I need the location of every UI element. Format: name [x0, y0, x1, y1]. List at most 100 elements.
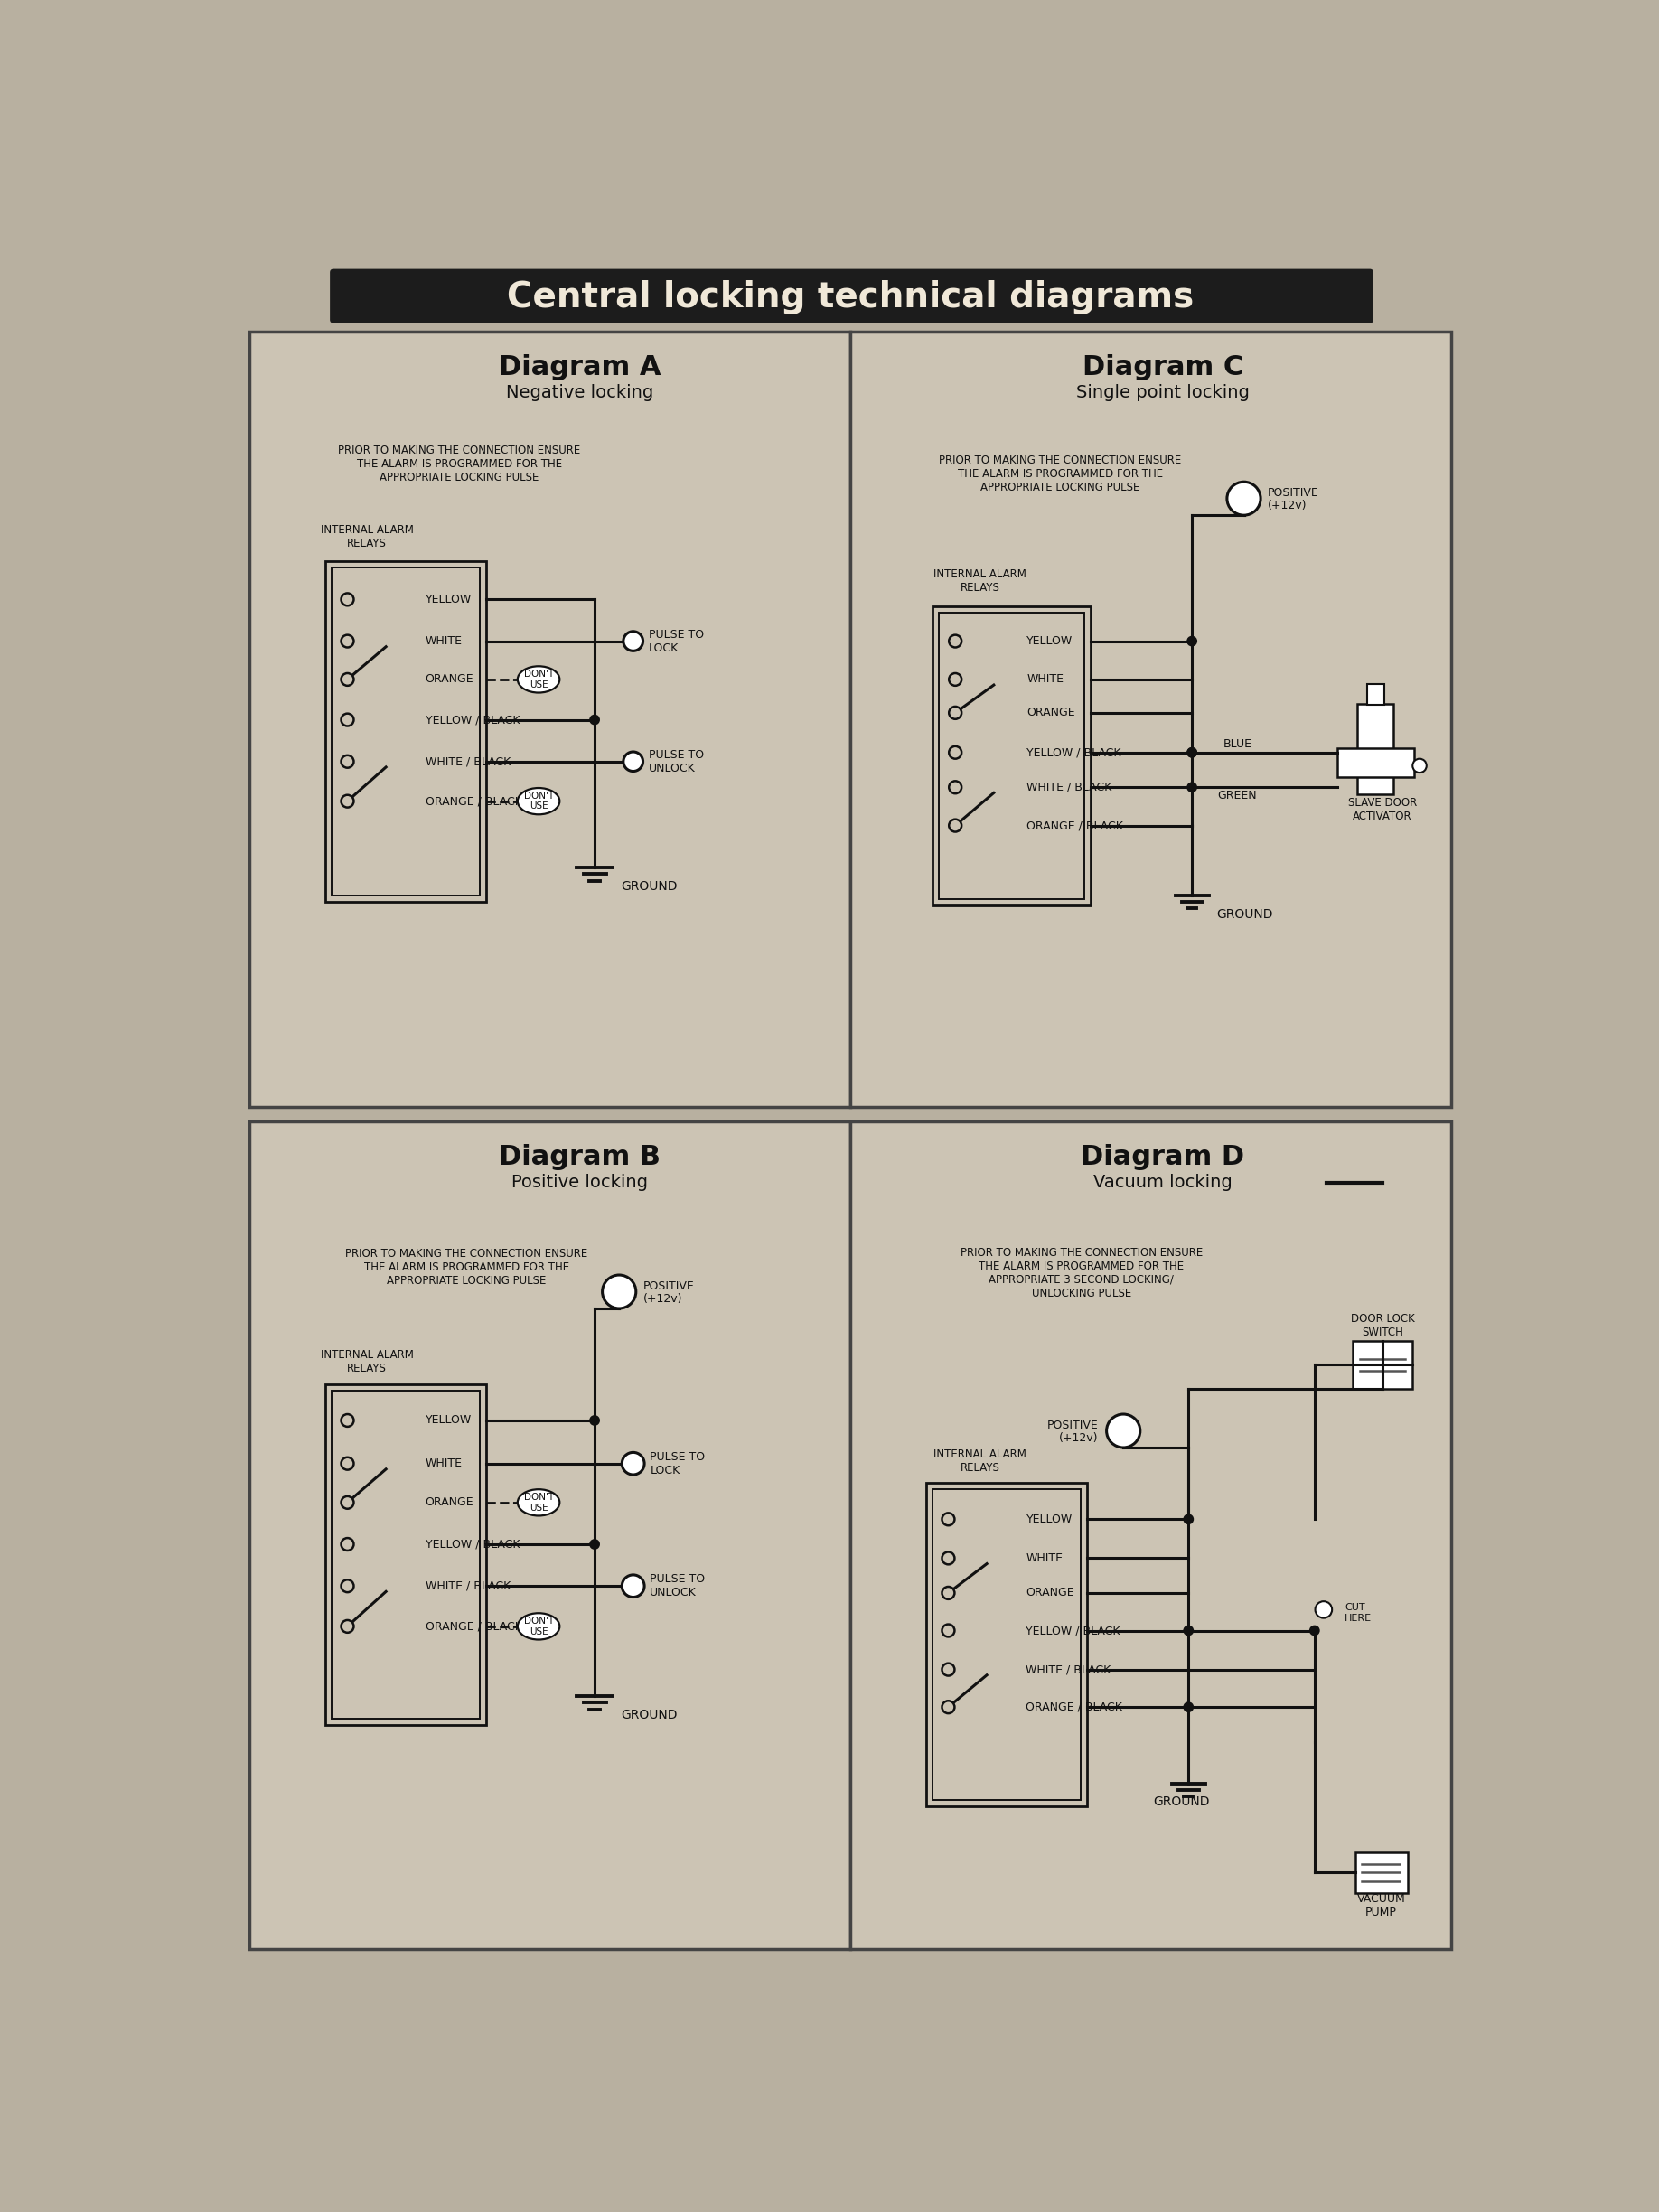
Circle shape	[942, 1586, 954, 1599]
Text: YELLOW: YELLOW	[425, 593, 471, 606]
Text: WHITE: WHITE	[425, 1458, 463, 1469]
Text: INTERNAL ALARM
RELAYS: INTERNAL ALARM RELAYS	[934, 568, 1027, 593]
Text: BLUE: BLUE	[1223, 739, 1253, 750]
Circle shape	[942, 1663, 954, 1677]
Text: PRIOR TO MAKING THE CONNECTION ENSURE
THE ALARM IS PROGRAMMED FOR THE
APPROPRIAT: PRIOR TO MAKING THE CONNECTION ENSURE TH…	[939, 456, 1181, 493]
Text: POSITIVE: POSITIVE	[1047, 1420, 1098, 1431]
Ellipse shape	[518, 666, 559, 692]
Text: GROUND: GROUND	[620, 1710, 679, 1721]
Circle shape	[949, 781, 962, 794]
Circle shape	[949, 635, 962, 648]
Text: WHITE / BLACK: WHITE / BLACK	[425, 1579, 511, 1593]
Circle shape	[342, 593, 353, 606]
Text: PRIOR TO MAKING THE CONNECTION ENSURE
THE ALARM IS PROGRAMMED FOR THE
APPROPRIAT: PRIOR TO MAKING THE CONNECTION ENSURE TH…	[961, 1248, 1203, 1298]
Text: YELLOW: YELLOW	[1027, 635, 1073, 648]
Text: WHITE / BLACK: WHITE / BLACK	[1025, 1663, 1112, 1674]
Text: Negative locking: Negative locking	[506, 385, 654, 400]
Circle shape	[1188, 748, 1196, 757]
Circle shape	[342, 794, 353, 807]
Circle shape	[1188, 748, 1196, 757]
Circle shape	[949, 745, 962, 759]
Bar	[325, 562, 486, 902]
Text: Diagram D: Diagram D	[1082, 1144, 1244, 1170]
Text: INTERNAL ALARM
RELAYS: INTERNAL ALARM RELAYS	[320, 524, 413, 549]
Circle shape	[1185, 1515, 1193, 1524]
Bar	[939, 613, 1083, 900]
Circle shape	[342, 754, 353, 768]
Text: GROUND: GROUND	[1153, 1796, 1209, 1807]
Text: CUT
HERE: CUT HERE	[1345, 1604, 1372, 1624]
Bar	[1355, 1851, 1408, 1893]
Circle shape	[624, 630, 644, 650]
Text: YELLOW / BLACK: YELLOW / BLACK	[1025, 1624, 1120, 1637]
Text: POSITIVE: POSITIVE	[1267, 487, 1319, 500]
Circle shape	[1107, 1413, 1140, 1447]
Circle shape	[342, 672, 353, 686]
Circle shape	[591, 1416, 599, 1425]
Text: Diagram B: Diagram B	[499, 1144, 660, 1170]
Circle shape	[602, 1274, 635, 1307]
Circle shape	[342, 1579, 353, 1593]
Text: ORANGE / BLACK: ORANGE / BLACK	[425, 1621, 521, 1632]
Text: PRIOR TO MAKING THE CONNECTION ENSURE
THE ALARM IS PROGRAMMED FOR THE
APPROPRIAT: PRIOR TO MAKING THE CONNECTION ENSURE TH…	[345, 1248, 587, 1287]
Ellipse shape	[518, 1489, 559, 1515]
Text: (+12v): (+12v)	[1058, 1431, 1098, 1444]
Text: GREEN: GREEN	[1218, 790, 1258, 801]
Text: YELLOW / BLACK: YELLOW / BLACK	[425, 1537, 519, 1551]
Text: PULSE TO
LOCK: PULSE TO LOCK	[650, 1451, 705, 1475]
Text: Single point locking: Single point locking	[1077, 385, 1249, 400]
Circle shape	[342, 714, 353, 726]
Circle shape	[1188, 783, 1196, 792]
Text: ORANGE: ORANGE	[425, 672, 473, 686]
Text: DON'T
USE: DON'T USE	[524, 1493, 554, 1513]
Bar	[332, 568, 479, 896]
Text: VACUUM
PUMP: VACUUM PUMP	[1357, 1893, 1405, 1918]
Text: YELLOW / BLACK: YELLOW / BLACK	[425, 714, 519, 726]
Bar	[332, 1391, 479, 1719]
Text: ORANGE: ORANGE	[425, 1498, 473, 1509]
Text: ORANGE: ORANGE	[1027, 708, 1075, 719]
Text: WHITE: WHITE	[425, 635, 463, 648]
Bar	[851, 1121, 1452, 1949]
Bar	[1337, 748, 1413, 779]
Circle shape	[942, 1701, 954, 1714]
Circle shape	[1311, 1626, 1319, 1635]
Circle shape	[591, 1540, 599, 1548]
Text: DON'T
USE: DON'T USE	[524, 792, 554, 812]
Text: PULSE TO
LOCK: PULSE TO LOCK	[649, 628, 703, 655]
Text: Diagram C: Diagram C	[1082, 354, 1243, 380]
Text: (+12v): (+12v)	[644, 1292, 682, 1305]
FancyBboxPatch shape	[330, 270, 1374, 323]
Circle shape	[591, 717, 599, 723]
Bar	[1354, 1340, 1412, 1389]
Text: YELLOW: YELLOW	[425, 1413, 471, 1427]
Text: PULSE TO
UNLOCK: PULSE TO UNLOCK	[649, 750, 703, 774]
Circle shape	[622, 1453, 644, 1475]
Text: Positive locking: Positive locking	[511, 1175, 649, 1190]
Circle shape	[1228, 482, 1261, 515]
Circle shape	[342, 1537, 353, 1551]
Text: Central locking technical diagrams: Central locking technical diagrams	[506, 281, 1194, 314]
Bar	[1357, 703, 1394, 794]
Text: Diagram A: Diagram A	[499, 354, 660, 380]
Text: YELLOW: YELLOW	[1025, 1513, 1072, 1524]
Circle shape	[342, 635, 353, 648]
Text: POSITIVE: POSITIVE	[644, 1281, 693, 1292]
Text: PRIOR TO MAKING THE CONNECTION ENSURE
THE ALARM IS PROGRAMMED FOR THE
APPROPRIAT: PRIOR TO MAKING THE CONNECTION ENSURE TH…	[338, 445, 581, 482]
Circle shape	[624, 752, 644, 772]
Bar	[932, 1489, 1080, 1801]
Text: ORANGE: ORANGE	[1025, 1586, 1075, 1599]
Text: Vacuum locking: Vacuum locking	[1093, 1175, 1233, 1190]
Bar	[932, 606, 1090, 905]
Circle shape	[1188, 637, 1196, 646]
Bar	[926, 1482, 1087, 1807]
Bar	[851, 332, 1452, 1108]
Text: ORANGE / BLACK: ORANGE / BLACK	[425, 796, 521, 807]
Circle shape	[942, 1513, 954, 1526]
Text: (+12v): (+12v)	[1267, 500, 1307, 511]
Circle shape	[949, 818, 962, 832]
Circle shape	[949, 672, 962, 686]
Circle shape	[949, 706, 962, 719]
Bar	[249, 332, 851, 1108]
Text: ORANGE / BLACK: ORANGE / BLACK	[1025, 1701, 1123, 1712]
